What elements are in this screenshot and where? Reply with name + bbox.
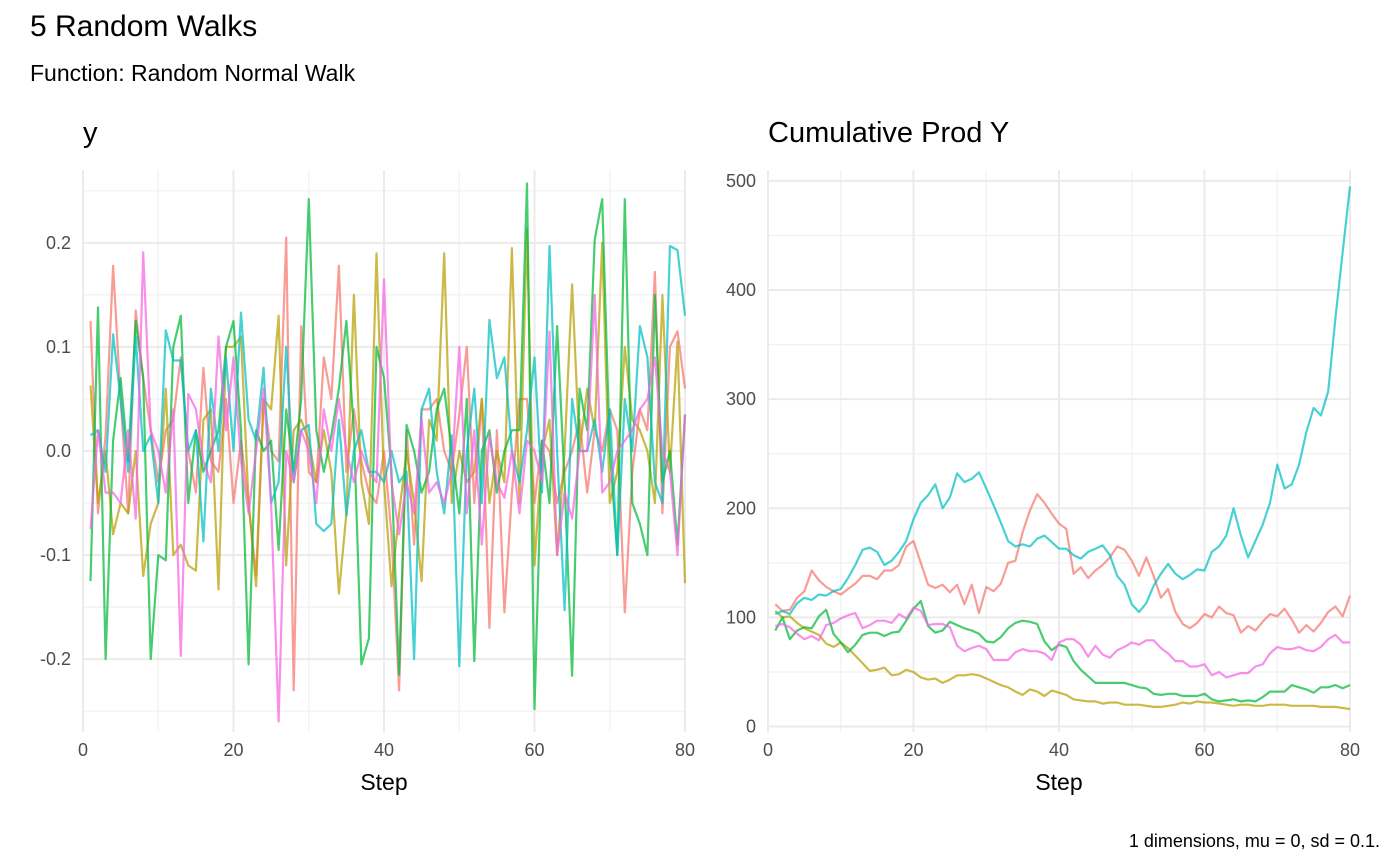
series-line-2 — [89, 228, 687, 595]
series-line-1 — [89, 236, 687, 692]
series-line-5 — [774, 606, 1350, 679]
series-lines — [774, 186, 1352, 711]
x-tick-label: 20 — [223, 740, 243, 760]
x-tick-label: 40 — [374, 740, 394, 760]
x-tick-label: 0 — [763, 740, 773, 760]
x-tick-label: 0 — [78, 740, 88, 760]
panel-y: y 0 20 40 60 80 -0.2 -0.1 0.0 0.1 0.2 Step — [40, 117, 695, 795]
y-tick-label: -0.2 — [40, 649, 71, 669]
series-line-5 — [89, 251, 687, 723]
panel-title: Cumulative Prod Y — [768, 117, 1009, 149]
y-tick-label: 500 — [726, 171, 756, 191]
series-line-1 — [774, 493, 1352, 634]
chart-caption: 1 dimensions, mu = 0, sd = 0.1. — [1128, 831, 1380, 851]
y-tick-label: 200 — [726, 498, 756, 518]
y-tick-label: 0.0 — [46, 441, 71, 461]
x-tick-label: 40 — [1049, 740, 1069, 760]
y-tick-label: 0.1 — [46, 337, 71, 357]
x-tick-label: 20 — [903, 740, 923, 760]
y-tick-label: 300 — [726, 389, 756, 409]
series-line-3 — [89, 182, 687, 711]
y-tick-label: -0.1 — [40, 545, 71, 565]
x-tick-label: 60 — [1194, 740, 1214, 760]
x-axis-label: Step — [1035, 769, 1082, 795]
x-tick-label: 60 — [524, 740, 544, 760]
y-tick-label: 400 — [726, 280, 756, 300]
y-tick-label: 100 — [726, 607, 756, 627]
y-tick-label: 0.2 — [46, 233, 71, 253]
series-line-3 — [774, 599, 1351, 703]
series-line-4 — [774, 186, 1352, 616]
x-axis-label: Step — [360, 769, 407, 795]
series-line-2 — [774, 610, 1351, 711]
panel-title: y — [83, 117, 98, 149]
panel-cumulative-prod-y: Cumulative Prod Y 0 20 40 60 80 0 100 200 300 400 5… — [726, 117, 1360, 795]
y-tick-label: 0 — [746, 717, 756, 737]
series-lines — [89, 182, 687, 723]
x-tick-label: 80 — [1340, 740, 1360, 760]
x-tick-label: 80 — [675, 740, 695, 760]
major-gridlines — [767, 170, 1351, 732]
chart-title: 5 Random Walks — [30, 10, 258, 43]
chart-subtitle: Function: Random Normal Walk — [30, 60, 356, 86]
